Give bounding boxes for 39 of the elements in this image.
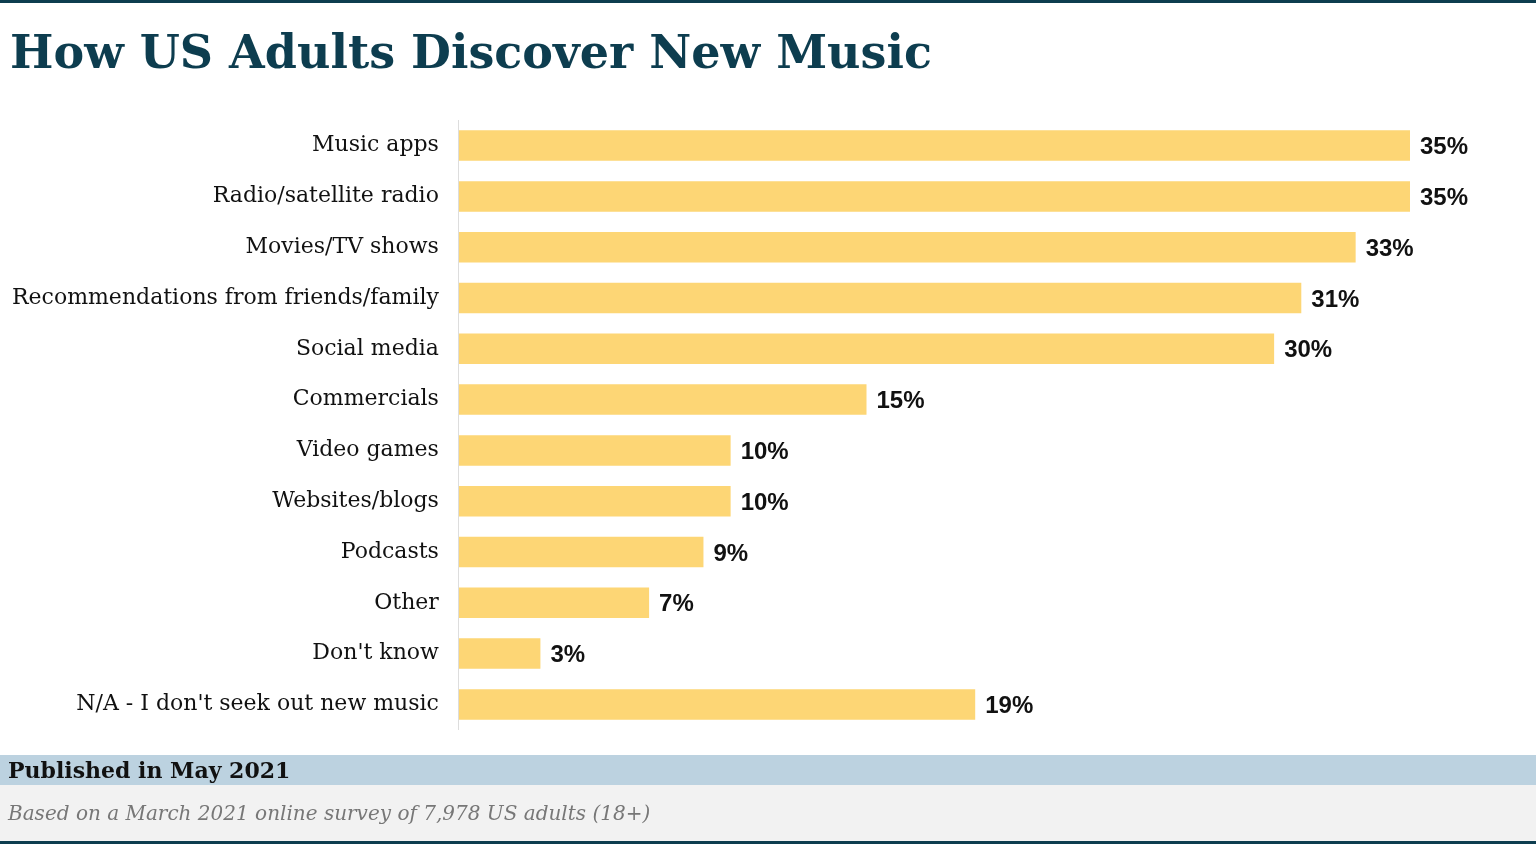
text: Based on a March 2021 online survey of 7,978 US adults (18+) <box>0 785 1536 844</box>
y-tick-label: Podcasts <box>340 537 439 563</box>
bar <box>458 231 1356 263</box>
y-tick-label: Radio/satellite radio <box>212 182 439 208</box>
y-tick-label: N/A - I don't seek out new music <box>76 690 439 716</box>
bar <box>458 181 1410 212</box>
data-label: 3% <box>550 640 586 668</box>
data-label: 9% <box>713 538 749 566</box>
y-tick-label: Video games <box>295 436 439 462</box>
bar <box>458 435 731 466</box>
data-label: 10% <box>740 437 789 465</box>
bar <box>458 689 976 720</box>
data-label: 7% <box>659 589 694 617</box>
data-label: 31% <box>1311 284 1360 312</box>
y-tick-label: Recommendations from friends/family <box>11 283 440 309</box>
y-tick-label: Other <box>374 588 440 614</box>
y-tick-label: Social media <box>295 334 439 360</box>
bar <box>458 536 704 568</box>
chart-title: How US Adults Discover New Music <box>10 25 932 79</box>
bar <box>458 638 541 669</box>
y-tick-label: Commercials <box>292 385 439 411</box>
data-label: 19% <box>985 691 1034 719</box>
bar <box>458 485 731 517</box>
data-label: 35% <box>1420 183 1469 211</box>
bar <box>458 333 1275 365</box>
data-label: 10% <box>740 487 789 515</box>
bar <box>458 587 650 619</box>
bar <box>458 384 867 415</box>
data-label: 15% <box>876 386 925 414</box>
y-tick-label: Don't know <box>312 639 440 665</box>
text: Published in May 2021 <box>0 755 1536 785</box>
y-tick-label: Movies/TV shows <box>245 232 439 258</box>
y-tick-label: Music apps <box>311 131 439 157</box>
data-label: 30% <box>1284 335 1333 363</box>
data-label: 35% <box>1420 132 1469 160</box>
y-tick-label: Websites/blogs <box>272 486 439 512</box>
bar <box>458 130 1410 161</box>
bar <box>458 282 1302 314</box>
data-label: 33% <box>1365 233 1414 261</box>
